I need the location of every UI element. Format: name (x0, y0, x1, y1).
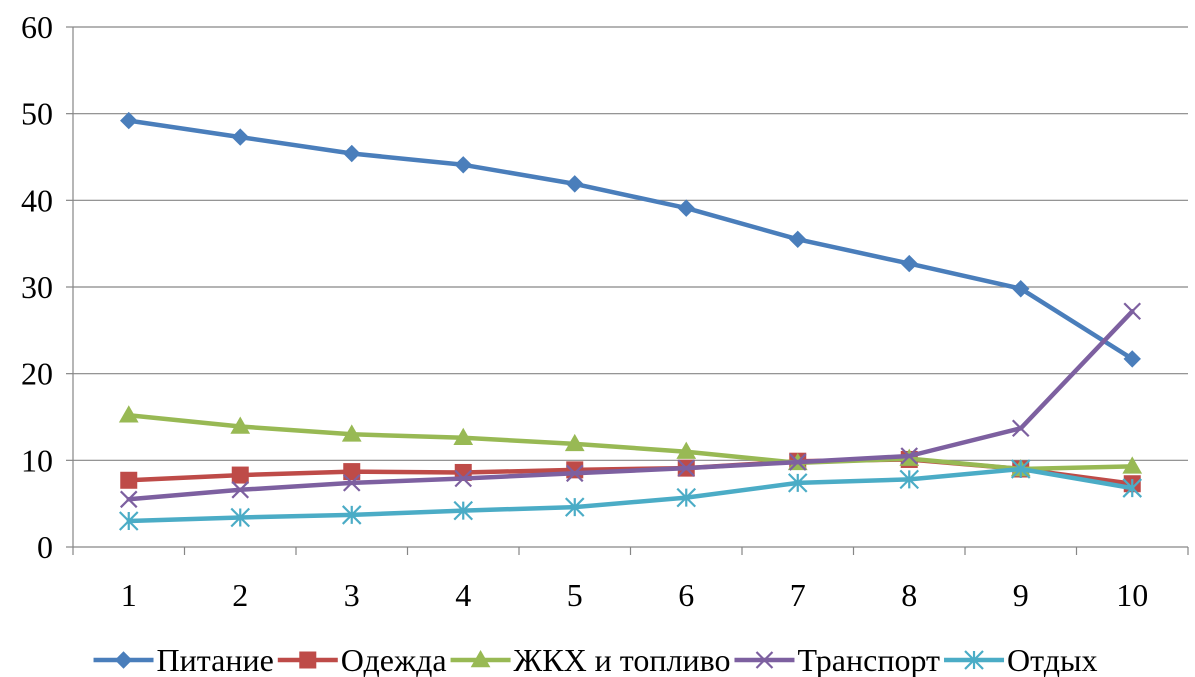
series-line (126, 466, 1135, 524)
legend-item: Транспорт (734, 642, 940, 677)
data-point (343, 144, 361, 163)
legend-marker (299, 651, 317, 669)
axes (66, 26, 1189, 555)
legend: Питание Одежда ЖКХ и топливо Транспорт Отдых (93, 642, 1097, 677)
data-point (566, 175, 584, 193)
legend-marker (755, 651, 774, 669)
data-point (454, 469, 473, 488)
x-tick-label: 8 (901, 577, 917, 613)
data-point (676, 487, 697, 508)
series-lines (118, 111, 1143, 531)
data-point (1012, 280, 1030, 298)
y-tick-label: 0 (37, 529, 53, 565)
x-tick-label: 4 (455, 577, 471, 613)
x-tick-label: 10 (1116, 577, 1148, 613)
data-point (453, 500, 474, 521)
data-point (900, 447, 919, 465)
series-diamond (120, 111, 1141, 368)
data-point (120, 471, 138, 489)
y-tick-label: 10 (21, 442, 53, 478)
y-axis-tick-labels: 0 10 20 30 40 50 60 (21, 9, 53, 565)
data-point (1010, 459, 1031, 479)
legend-item: Питание (93, 642, 274, 677)
x-tick-label: 3 (344, 577, 360, 613)
y-tick-label: 50 (21, 96, 53, 132)
x-tick-label: 2 (232, 577, 248, 613)
data-point (341, 505, 362, 525)
y-tick-label: 60 (21, 9, 53, 45)
data-point (231, 466, 249, 484)
series-x (119, 302, 1142, 509)
legend-label: Одежда (341, 642, 447, 677)
x-axis-tick-labels: 1 2 3 4 5 6 7 8 9 10 (121, 577, 1149, 613)
legend-marker (964, 650, 984, 670)
legend-item: Одежда (277, 642, 447, 677)
data-point (118, 511, 139, 531)
data-point (1123, 302, 1142, 321)
x-tick-label: 5 (567, 577, 583, 613)
series-triangle (118, 405, 1143, 477)
legend-label: Отдых (1007, 642, 1097, 677)
data-point (118, 405, 139, 423)
legend-label: Питание (157, 642, 274, 677)
data-point (564, 433, 585, 452)
data-point (677, 199, 695, 217)
legend-label: Транспорт (797, 642, 940, 677)
data-point (788, 453, 807, 471)
legend-item: Отдых (944, 642, 1097, 677)
data-point (1122, 456, 1143, 474)
data-point (900, 254, 918, 273)
gridlines (73, 26, 1188, 461)
y-tick-label: 20 (21, 356, 53, 392)
series-line (126, 309, 1135, 502)
y-tick-label: 40 (21, 182, 53, 218)
data-point (230, 507, 251, 528)
data-point (120, 111, 138, 130)
data-point (564, 497, 585, 517)
data-point (454, 156, 472, 174)
data-point (899, 469, 920, 490)
x-tick-label: 1 (121, 577, 137, 613)
data-point (787, 473, 808, 493)
data-point (230, 416, 251, 434)
legend-marker (114, 651, 133, 669)
y-tick-label: 30 (21, 269, 53, 305)
data-point (677, 459, 696, 477)
x-tick-label: 6 (678, 577, 694, 613)
legend-marker (470, 649, 491, 668)
x-tick-label: 9 (1013, 577, 1029, 613)
data-point (119, 490, 138, 509)
data-point (1011, 419, 1030, 438)
data-point (1122, 478, 1143, 498)
data-point (231, 128, 249, 146)
data-point (342, 474, 361, 492)
data-point (453, 427, 474, 446)
data-point (565, 464, 584, 483)
data-point (676, 441, 697, 459)
data-point (1123, 350, 1141, 368)
data-point (231, 481, 250, 499)
series-line (126, 118, 1135, 362)
x-tick-label: 7 (790, 577, 806, 613)
data-point (341, 424, 362, 442)
series-star (118, 459, 1143, 531)
data-point (343, 463, 361, 481)
data-point (789, 230, 807, 249)
legend-item: ЖКХ и топливо (450, 642, 731, 677)
series-line (126, 413, 1135, 472)
legend-label: ЖКХ и топливо (514, 642, 731, 677)
